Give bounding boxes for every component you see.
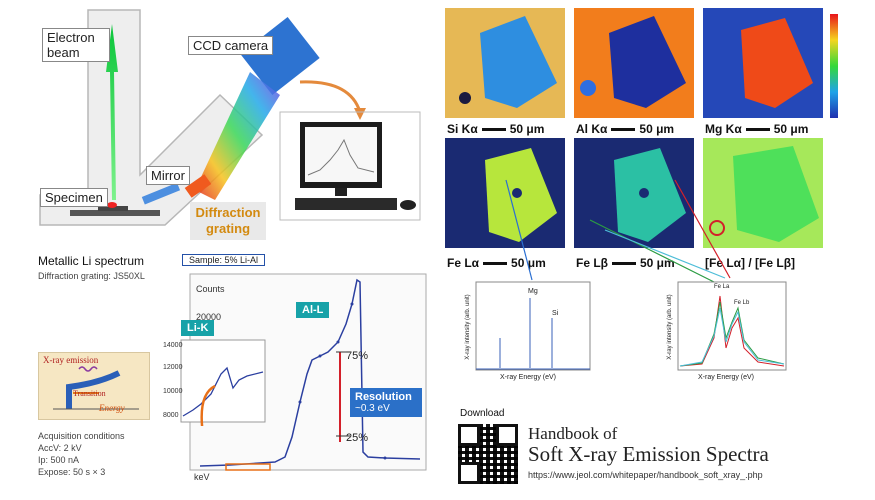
spectrum-left: Mg Si X-ray Energy (eV) X-ray intensity …: [460, 278, 592, 386]
si-text: Si Kα: [447, 122, 478, 136]
scale-text: 50 μm: [509, 122, 545, 136]
ccd-camera-label: CCD camera: [188, 36, 274, 55]
xray-emission-label: X-ray emission: [43, 355, 99, 365]
handbook-url[interactable]: https://www.jeol.com/whitepaper/handbook…: [528, 470, 763, 480]
xray-schematic: X-ray emission Transition Energy: [38, 352, 150, 420]
right-ylabel: X-ray intensity (arb. unit): [667, 294, 673, 360]
label-mg: Mg Kα 50 μm: [705, 122, 808, 136]
li-spectrum-grating: Diffraction grating: JS50XL: [38, 271, 145, 281]
label-si: Si Kα 50 μm: [447, 122, 544, 136]
acquisition-block: Acquisition conditions AccV: 2 kV Ip: 50…: [38, 430, 125, 478]
handbook-title-line1: Handbook of: [528, 424, 618, 443]
scale-bar: [483, 262, 508, 266]
map-fe-lb: [574, 138, 694, 248]
al-text: Al Kα: [576, 122, 608, 136]
al-l-badge: Al-L: [296, 302, 330, 318]
map-si: [445, 8, 565, 118]
label-fe-la: Fe Lα 50 μm: [447, 256, 546, 270]
mirror-label: Mirror: [146, 166, 190, 185]
resolution-title: Resolution: [355, 391, 412, 403]
left-xlabel: X-ray Energy (eV): [500, 374, 557, 381]
x-unit: keV: [194, 472, 210, 482]
ytick-main: 20000: [196, 312, 222, 322]
pct-25: 25%: [346, 432, 369, 444]
scale-bar: [611, 128, 636, 132]
label-al: Al Kα 50 μm: [576, 122, 674, 136]
map-fe-la: [445, 138, 565, 248]
scale-text: 50 μm: [773, 122, 809, 136]
mg-text: Mg Kα: [705, 122, 742, 136]
connector-lines: [505, 179, 731, 286]
download-label: Download: [460, 408, 505, 419]
inset-tick-2: 10000: [163, 388, 183, 395]
diffraction-grating-label: Diffraction grating: [190, 202, 266, 240]
map-mg: [703, 8, 823, 118]
li-k-inset: Li-K 14000 12000 10000 8000: [163, 320, 267, 447]
fe-la-text: Fe Lα: [447, 256, 480, 270]
map-al: [574, 8, 694, 118]
sample-box: Sample: 5% Li-Al: [182, 254, 266, 266]
instrument-schematic: Electron beam CCD camera Mirror Specimen…: [0, 0, 430, 245]
colorbar: [830, 14, 838, 118]
handbook-title-line2: Soft X-ray Emission Spectra: [528, 442, 769, 466]
li-spectrum-title: Metallic Li spectrum: [38, 254, 145, 268]
left-ylabel: X-ray intensity (arb. unit): [465, 294, 471, 360]
energy-label: Energy: [99, 403, 125, 413]
inset-tick-1: 12000: [163, 364, 183, 371]
scale-text: 50 μm: [639, 122, 675, 136]
pct-75: 75%: [346, 350, 369, 362]
specimen-label: Specimen: [40, 188, 108, 207]
xray-schematic-svg: [53, 366, 139, 410]
scale-bar: [481, 128, 506, 132]
fe-lb-text: Fe Lβ: [576, 256, 608, 270]
resolution-box: Resolution ~0.3 eV: [350, 388, 422, 417]
electron-beam-label: Electron beam: [42, 28, 110, 62]
map-ratio: [703, 138, 823, 248]
scale-text: 50 μm: [640, 256, 675, 270]
acquisition-line: AccV: 2 kV: [38, 443, 82, 453]
qr-code[interactable]: [458, 424, 518, 484]
inset-tick-3: 8000: [163, 412, 179, 419]
inset-tick-0: 14000: [163, 342, 183, 349]
scale-text: 50 μm: [511, 256, 546, 270]
instrument-diagram: [39, 9, 421, 226]
transition-label: Transition: [73, 389, 106, 398]
acquisition-line: Expose: 50 s × 3: [38, 467, 106, 477]
scale-bar: [612, 262, 636, 266]
right-peak-la: Fe La: [714, 284, 730, 290]
right-peak-lb: Fe Lb: [734, 300, 750, 306]
li-k-badge: Li-K: [181, 320, 215, 336]
left-peak-mg: Mg: [528, 288, 538, 295]
label-ratio: [Fe Lα] / [Fe Lβ]: [705, 256, 796, 270]
acquisition-line: Ip: 500 nA: [38, 455, 80, 465]
label-fe-lb: Fe Lβ 50 μm: [576, 256, 675, 270]
resolution-value: ~0.3 eV: [355, 403, 390, 414]
acquisition-title: Acquisition conditions: [38, 431, 125, 441]
counts-label: Counts: [196, 284, 225, 294]
spectrum-right: Fe La Fe Lb X-ray Energy (eV) X-ray inte…: [662, 278, 788, 386]
spectrum-right-svg: [677, 281, 787, 371]
inset-svg: [180, 339, 266, 447]
right-xlabel: X-ray Energy (eV): [698, 374, 755, 381]
spectrum-left-svg: [475, 281, 591, 371]
scale-bar: [745, 128, 770, 132]
left-peak-si: Si: [552, 310, 559, 317]
